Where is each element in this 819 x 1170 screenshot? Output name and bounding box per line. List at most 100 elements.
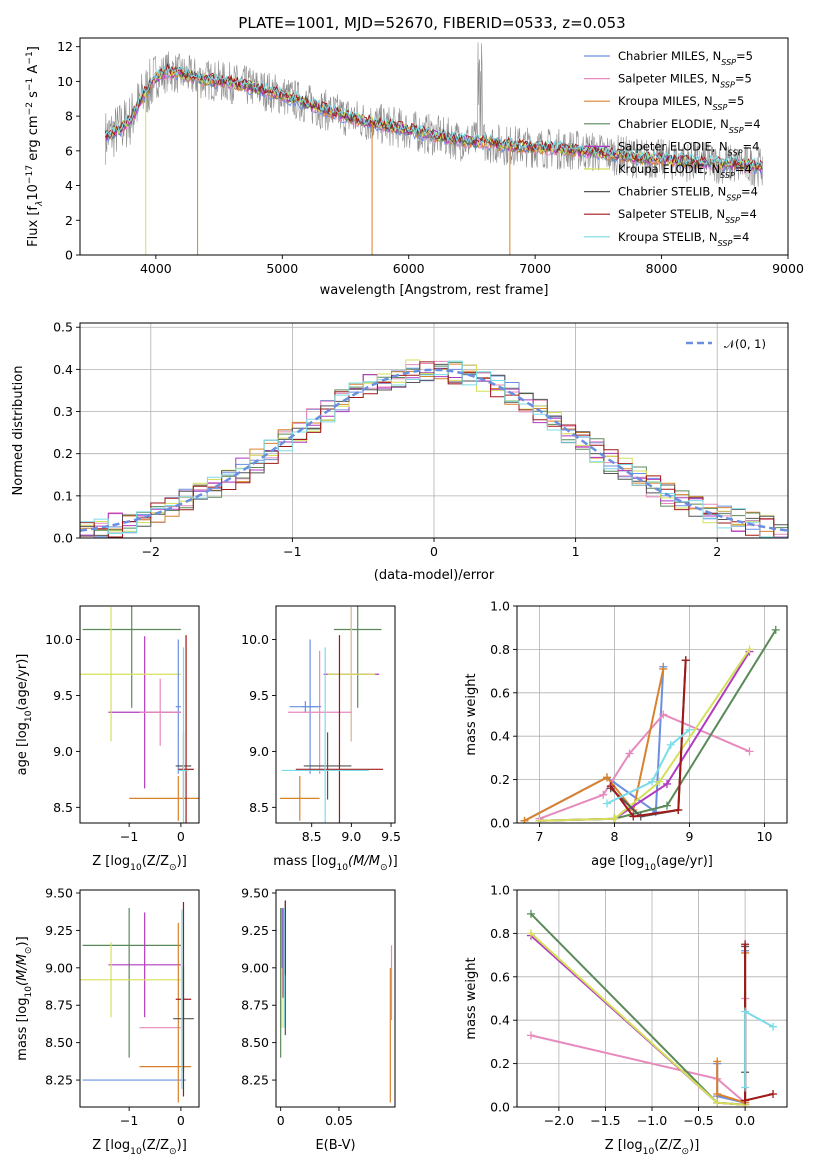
- label-part: Chabrier MILES, N: [618, 49, 721, 63]
- axes-spectrum: [104, 42, 763, 255]
- y-tick-label: 9.25: [45, 923, 73, 938]
- x-tick-label: 6000: [393, 261, 425, 276]
- data-point-marker: [771, 625, 780, 634]
- data-point-marker: [599, 790, 608, 799]
- label-part: Z [log: [92, 1138, 130, 1153]
- series-line: [606, 728, 691, 805]
- label-part: 10: [24, 986, 34, 998]
- data-point-marker: [603, 773, 611, 782]
- data-point-marker: [769, 1089, 778, 1098]
- x-tick-label: 1: [572, 544, 580, 559]
- plot-area: [80, 359, 788, 538]
- data-point-marker: [685, 725, 694, 734]
- axes-frame: [275, 889, 396, 1108]
- label-part: Kroupa ELODIE, N: [618, 162, 720, 176]
- y-tick-label: 0.4: [490, 729, 510, 744]
- label-part: =4: [732, 230, 749, 244]
- label-part: (M/M: [348, 854, 380, 869]
- data-point-marker: [526, 1031, 535, 1040]
- y-tick-label: 12: [57, 39, 73, 54]
- label-part: =5: [736, 49, 753, 63]
- residual-histogram: [80, 361, 788, 538]
- x-tick-label: 10: [757, 829, 773, 844]
- data-point-marker: [674, 805, 683, 814]
- y-tick-label: 8.75: [241, 998, 269, 1013]
- label-part: SSP: [725, 216, 740, 225]
- y-tick-label: 0.8: [490, 642, 510, 657]
- y-tick-label: 0.2: [490, 1056, 510, 1071]
- label-part: 10: [336, 863, 348, 873]
- data-point-marker: [659, 664, 668, 673]
- y-tick-label: 4: [65, 178, 73, 193]
- y-tick-label: 0.4: [490, 1013, 510, 1028]
- residual-histogram: [80, 360, 788, 538]
- y-tick-label: 0.6: [490, 969, 510, 984]
- y-tick-label: 0.0: [53, 531, 73, 546]
- gaussian-reference-line: [80, 368, 788, 532]
- y-tick-label: 10.0: [45, 632, 73, 647]
- legend-entry: Chabrier ELODIE, NSSP=4: [618, 117, 761, 135]
- model-spectrum-line: [104, 65, 763, 169]
- plot-area: [280, 900, 393, 1103]
- label-part: =4: [741, 185, 758, 199]
- y-tick-label: 0.8: [490, 926, 510, 941]
- series-line: [744, 944, 774, 1102]
- label-part: ⊙: [169, 1147, 177, 1157]
- legend-entry: Chabrier STELIB, NSSP=4: [618, 185, 758, 203]
- x-tick-label: 0: [277, 1113, 285, 1128]
- x-tick-label: 0: [430, 544, 438, 559]
- label-part: ⊙: [24, 946, 34, 954]
- x-tick-label: −1.5: [590, 1113, 620, 1128]
- data-point-marker: [745, 645, 754, 654]
- label-part: =5: [735, 72, 752, 86]
- frame-weight-vs-Z: −2.0 −1.5 −1.0 −0.5 0.0 0.0 0.2 0.4 0.6 0.8 1.0: [490, 883, 788, 1128]
- data-point-marker: [663, 801, 671, 810]
- y-tick-label: 0.1: [53, 488, 73, 503]
- x-tick-label: 8000: [646, 261, 678, 276]
- axes-residuals: [80, 323, 788, 539]
- data-spectrum: [105, 42, 763, 187]
- x-tick-label: 0: [177, 1113, 185, 1128]
- label-part: Kroupa STELIB, N: [618, 230, 718, 244]
- label-part: mass [log: [15, 998, 30, 1061]
- y-tick-label: 0.2: [53, 446, 73, 461]
- x-tick-label: 2: [713, 544, 721, 559]
- y-tick-label: 9.5: [249, 688, 269, 703]
- y-tick-label: 0.3: [53, 404, 73, 419]
- plot-area: [526, 909, 778, 1107]
- y-tick-label: 1.0: [490, 599, 510, 614]
- y-tick-label: 8.5: [53, 800, 73, 815]
- data-point-marker: [603, 799, 611, 808]
- label-part: )]: [689, 1138, 699, 1153]
- data-point-marker: [659, 710, 668, 719]
- frame-mass-vs-Z: −1 0 8.25 8.50 8.75 9.00 9.25 9.50: [45, 885, 200, 1128]
- label-part: 10: [130, 1147, 142, 1157]
- data-point-marker: [741, 940, 750, 949]
- axes-weight-vs-Z: [517, 889, 787, 1108]
- label-part: =4: [744, 117, 761, 131]
- series-line: [530, 998, 747, 1105]
- data-point-marker: [520, 816, 529, 823]
- x-tick-label: 0.05: [325, 1113, 353, 1128]
- axes-mass-vs-Z: [80, 901, 194, 1103]
- data-point-marker: [655, 777, 664, 786]
- y-tick-label: 8.25: [45, 1073, 73, 1088]
- label-part: 10: [130, 863, 142, 873]
- axes-frame: [275, 605, 396, 824]
- y-tick-label: 9.0: [53, 744, 73, 759]
- x-axis-label: Z [log10(Z/Z⊙)]: [92, 1138, 187, 1157]
- label-part: ⊙: [682, 1147, 690, 1157]
- x-tick-label: 0.0: [735, 1113, 755, 1128]
- x-tick-label: 8.5: [302, 829, 322, 844]
- y-tick-label: 8.75: [45, 998, 73, 1013]
- y-tick-label: 0.5: [53, 320, 73, 335]
- axes-weight-vs-age: [517, 605, 787, 824]
- data-point-marker: [741, 1083, 750, 1092]
- data-point-marker: [713, 1057, 722, 1066]
- frame-spectrum: 4000 5000 6000 7000 8000 9000 0 2 4 6 8 10 12: [57, 37, 804, 276]
- label-part: 10: [644, 863, 656, 873]
- label-part: A: [26, 65, 41, 78]
- frame-weight-vs-age: 7 8 9 10 0.0 0.2 0.4 0.6 0.8 1.0: [490, 599, 788, 844]
- axes-frame: [79, 605, 200, 824]
